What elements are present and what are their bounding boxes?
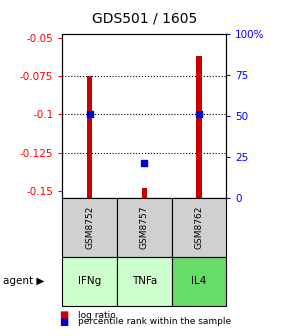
Text: TNFa: TNFa bbox=[132, 277, 157, 286]
Bar bbox=[87, 76, 93, 198]
Text: ■: ■ bbox=[59, 310, 69, 320]
Text: IFNg: IFNg bbox=[78, 277, 101, 286]
Text: percentile rank within the sample: percentile rank within the sample bbox=[78, 318, 231, 326]
Text: GDS501 / 1605: GDS501 / 1605 bbox=[93, 11, 197, 26]
Text: ■: ■ bbox=[59, 317, 69, 327]
Text: agent ▶: agent ▶ bbox=[3, 277, 44, 286]
Text: GSM8762: GSM8762 bbox=[194, 206, 203, 249]
Text: IL4: IL4 bbox=[191, 277, 206, 286]
Text: GSM8752: GSM8752 bbox=[85, 206, 94, 249]
Text: log ratio: log ratio bbox=[78, 311, 116, 320]
Bar bbox=[142, 187, 147, 198]
Text: GSM8757: GSM8757 bbox=[140, 206, 149, 249]
Bar bbox=[196, 56, 202, 198]
